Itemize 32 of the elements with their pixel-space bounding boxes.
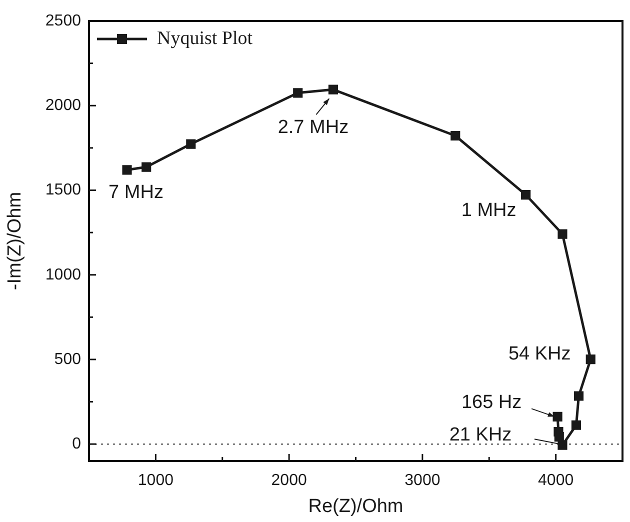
x-tick-label: 3000	[404, 472, 440, 490]
point	[552, 412, 562, 422]
y-tick-label: 2500	[45, 12, 82, 30]
point	[558, 229, 568, 239]
annotation: 54 KHz	[508, 344, 571, 365]
point	[142, 162, 152, 172]
legend-label: Nyquist Plot	[157, 28, 254, 49]
point	[122, 165, 132, 175]
point	[328, 84, 338, 94]
y-tick-label: 1000	[45, 266, 82, 284]
point	[574, 391, 584, 401]
point	[586, 354, 596, 364]
annotation: 1 MHz	[461, 200, 516, 222]
point	[554, 426, 564, 437]
annotation: 21 KHz	[449, 424, 512, 446]
point	[186, 139, 196, 149]
x-tick-label: 4000	[538, 472, 574, 490]
x-tick-label: 1000	[138, 472, 174, 490]
x-axis-title: Re(Z)/Ohm	[308, 496, 404, 517]
y-tick-label: 500	[54, 350, 82, 368]
y-tick-label: 2000	[45, 97, 82, 114]
annotation: 165 Hz	[461, 392, 522, 413]
point	[521, 190, 531, 200]
annotation: 7 MHz	[108, 182, 164, 204]
y-tick-label: 1500	[45, 182, 82, 199]
annotation: 2.7 MHz	[278, 116, 349, 138]
x-tick-label: 2000	[271, 472, 307, 490]
point	[450, 130, 460, 141]
y-tick-label: 0	[72, 435, 82, 452]
y-axis-title: -Im(Z)/Ohm	[4, 192, 26, 290]
point	[293, 88, 303, 98]
point	[571, 420, 582, 430]
